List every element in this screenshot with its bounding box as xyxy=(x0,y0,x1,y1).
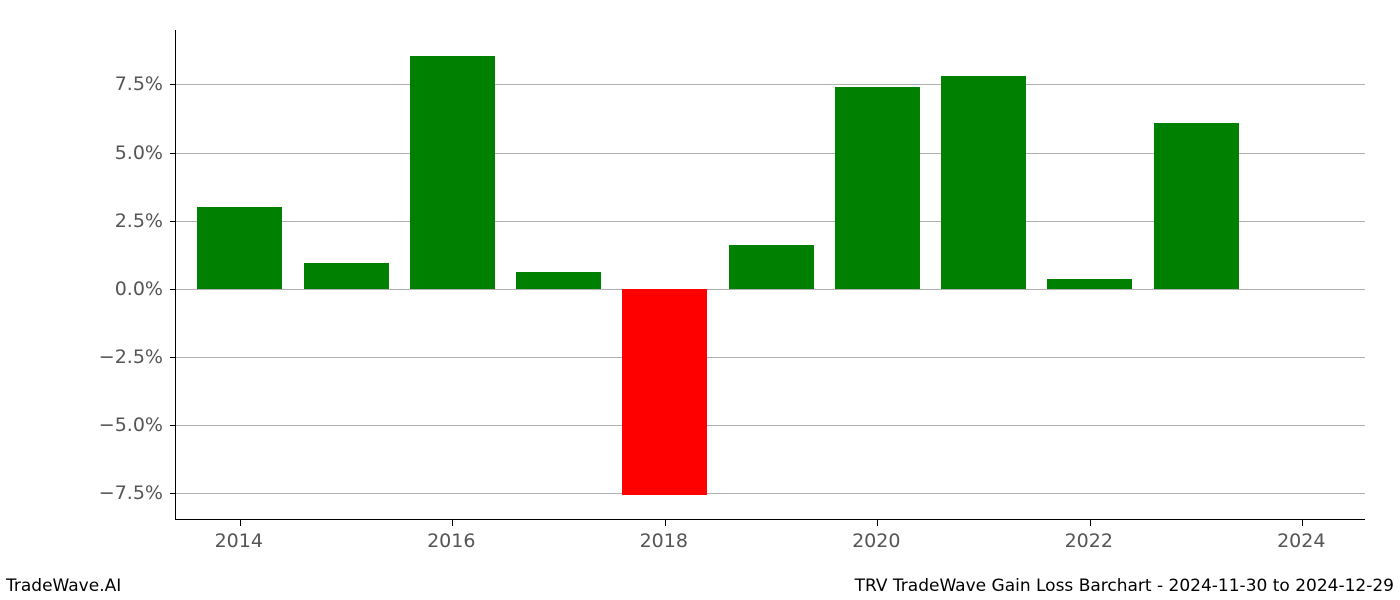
bar xyxy=(1154,123,1239,289)
x-tick-label: 2016 xyxy=(427,530,475,552)
y-tick xyxy=(170,289,176,290)
x-tick xyxy=(1302,520,1303,526)
gridline xyxy=(176,84,1365,85)
y-tick xyxy=(170,84,176,85)
x-tick-label: 2014 xyxy=(215,530,263,552)
bar xyxy=(516,272,601,288)
x-tick xyxy=(877,520,878,526)
gridline xyxy=(176,357,1365,358)
y-tick xyxy=(170,493,176,494)
y-tick xyxy=(170,357,176,358)
y-tick-label: 5.0% xyxy=(83,142,163,164)
y-tick-label: −2.5% xyxy=(83,346,163,368)
bar xyxy=(410,56,495,289)
footer-caption: TRV TradeWave Gain Loss Barchart - 2024-… xyxy=(855,576,1394,596)
x-tick xyxy=(665,520,666,526)
x-tick xyxy=(1090,520,1091,526)
bar xyxy=(1047,279,1132,289)
y-tick-label: 7.5% xyxy=(83,73,163,95)
y-tick-label: 0.0% xyxy=(83,278,163,300)
chart-container: −7.5% −5.0% −2.5% 0.0% 2.5% 5.0% 7.5% 2014 2016… xyxy=(0,0,1400,600)
bar xyxy=(304,263,389,289)
x-tick xyxy=(452,520,453,526)
x-tick-label: 2020 xyxy=(852,530,900,552)
gridline xyxy=(176,493,1365,494)
y-tick xyxy=(170,221,176,222)
y-tick-label: −5.0% xyxy=(83,414,163,436)
x-tick-label: 2024 xyxy=(1277,530,1325,552)
bar xyxy=(835,87,920,288)
y-tick-label: −7.5% xyxy=(83,482,163,504)
plot-area xyxy=(175,30,1365,520)
gridline xyxy=(176,289,1365,290)
gridline xyxy=(176,425,1365,426)
bar xyxy=(729,245,814,289)
bar xyxy=(941,76,1026,288)
x-tick xyxy=(240,520,241,526)
x-tick-label: 2022 xyxy=(1065,530,1113,552)
bar xyxy=(197,207,282,289)
y-tick xyxy=(170,425,176,426)
footer-brand: TradeWave.AI xyxy=(6,576,121,596)
x-tick-label: 2018 xyxy=(640,530,688,552)
y-tick xyxy=(170,153,176,154)
y-tick-label: 2.5% xyxy=(83,210,163,232)
bar xyxy=(622,289,707,496)
